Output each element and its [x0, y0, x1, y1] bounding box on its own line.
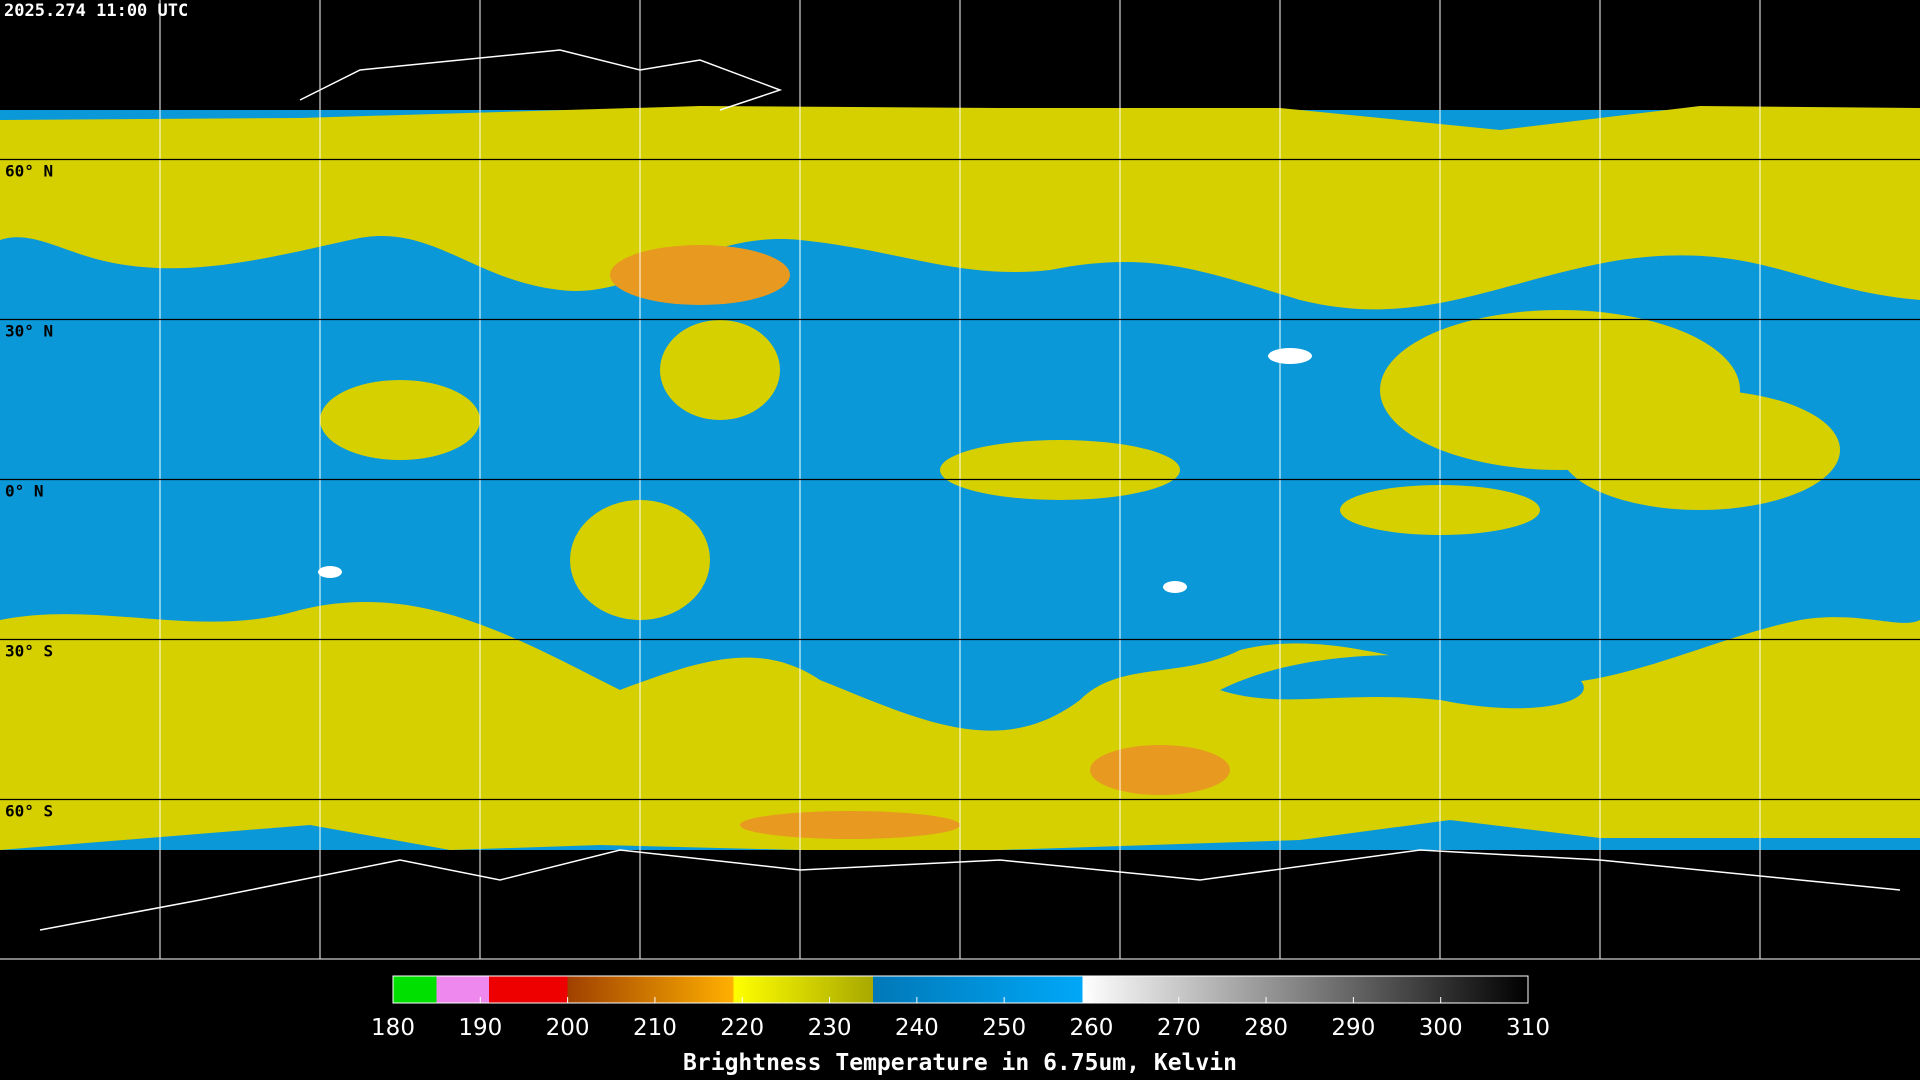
colorbar	[392, 975, 1529, 1004]
convective-core	[740, 811, 960, 839]
colorbar-tick-label: 300	[1419, 1015, 1463, 1041]
convective-core	[610, 245, 790, 305]
coastline-north	[299, 49, 783, 111]
warm-spot	[1268, 348, 1312, 364]
timestamp: 2025.274 11:00 UTC	[4, 1, 188, 21]
colorbar-tick-label: 200	[546, 1015, 590, 1041]
colorbar-tick-label: 220	[720, 1015, 764, 1041]
colorbar-tick-label: 270	[1157, 1015, 1201, 1041]
colorbar-tick-label: 210	[633, 1015, 677, 1041]
latitude-label: 60° S	[5, 802, 53, 821]
colorbar-title: Brightness Temperature in 6.75um, Kelvin	[683, 1050, 1237, 1076]
colorbar-tick-label: 190	[458, 1015, 502, 1041]
colorbar-tick-label: 230	[808, 1015, 852, 1041]
colorbar-tick-label: 180	[371, 1015, 415, 1041]
coastline-antarctica	[39, 849, 1901, 931]
warm-spot	[1163, 581, 1187, 593]
cloud-atlantic	[660, 320, 780, 420]
dry-slot	[1220, 655, 1584, 709]
colorbar-tick-label: 240	[895, 1015, 939, 1041]
warm-spot	[318, 566, 342, 578]
colorbar-tick-label: 250	[982, 1015, 1026, 1041]
colorbar-tick-label: 290	[1331, 1015, 1375, 1041]
colorbar-tick-label: 280	[1244, 1015, 1288, 1041]
graticule	[0, 0, 1920, 960]
colorbar-tick-label: 260	[1070, 1015, 1114, 1041]
colorbar-tick-label: 310	[1506, 1015, 1550, 1041]
latitude-label: 0° N	[5, 482, 44, 501]
cloud-pacific	[1560, 390, 1840, 510]
latitude-label: 30° S	[5, 642, 53, 661]
latitude-label: 30° N	[5, 322, 53, 341]
cloud-africa	[940, 440, 1180, 500]
latitude-label: 60° N	[5, 162, 53, 181]
cloud-central-america	[320, 380, 480, 460]
convective-core	[1090, 745, 1230, 795]
